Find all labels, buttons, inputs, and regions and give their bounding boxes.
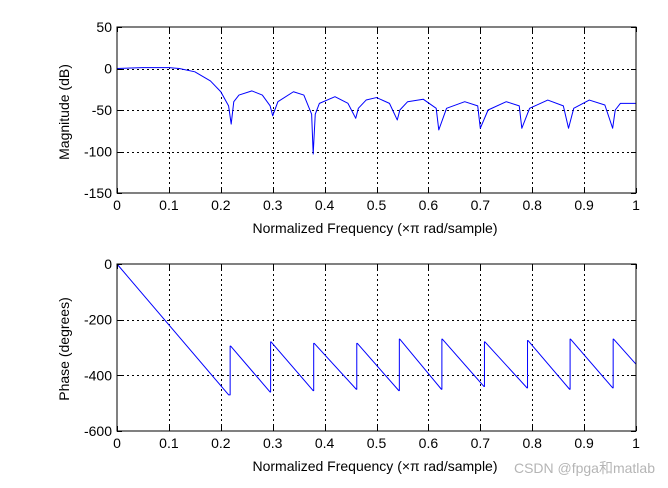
magnitude-x-tick-label: 0.4 [315, 197, 335, 213]
phase-tick-marks [117, 264, 637, 432]
magnitude-x-tick-label: 0 [113, 197, 121, 213]
magnitude-x-axis-label: Normalized Frequency (×π rad/sample) [252, 220, 497, 236]
phase-x-tick-label: 0.2 [211, 435, 231, 451]
phase-x-axis-label: Normalized Frequency (×π rad/sample) [252, 458, 497, 474]
magnitude-x-tick-label: 0.5 [367, 197, 387, 213]
magnitude-plot: 0 0.1 0.2 0.3 0.4 0.5 0.6 0.7 0.8 0.9 1 50 0 -50 -100… [56, 19, 640, 236]
magnitude-x-tick-label: 0.8 [522, 197, 542, 213]
phase-grid [117, 264, 636, 431]
phase-x-tick-label: 0.5 [367, 435, 387, 451]
phase-x-tick-label: 0.8 [522, 435, 542, 451]
phase-x-tick-label: 0 [113, 435, 121, 451]
magnitude-y-tick-labels: 50 0 -50 -100 -150 [84, 19, 112, 201]
phase-x-tick-label: 0.6 [419, 435, 439, 451]
magnitude-x-tick-label: 0.1 [159, 197, 179, 213]
magnitude-y-axis-label: Magnitude (dB) [56, 64, 72, 160]
phase-y-tick-label: -200 [84, 312, 112, 328]
magnitude-y-tick-label: 50 [96, 19, 112, 35]
magnitude-y-tick-label: -50 [92, 102, 112, 118]
phase-line [116, 263, 637, 396]
magnitude-x-tick-label: 0.7 [471, 197, 491, 213]
phase-x-tick-label: 0.7 [471, 435, 491, 451]
phase-x-tick-label: 0.4 [315, 435, 335, 451]
phase-axes-background [117, 264, 636, 431]
magnitude-x-tick-labels: 0 0.1 0.2 0.3 0.4 0.5 0.6 0.7 0.8 0.9 1 [113, 197, 640, 213]
magnitude-series-magnitude [116, 67, 636, 155]
magnitude-x-tick-label: 0.2 [211, 197, 231, 213]
magnitude-x-tick-label: 0.9 [574, 197, 594, 213]
magnitude-grid [117, 27, 636, 193]
phase-x-tick-label: 0.9 [574, 435, 594, 451]
phase-y-tick-label: -400 [84, 367, 112, 383]
magnitude-y-tick-label: 0 [104, 61, 112, 77]
phase-y-tick-labels: 0 -200 -400 -600 [84, 256, 112, 439]
phase-x-tick-labels: 0 0.1 0.2 0.3 0.4 0.5 0.6 0.7 0.8 0.9 1 [113, 435, 640, 451]
magnitude-tick-marks [117, 27, 637, 194]
phase-x-tick-label: 1 [632, 435, 640, 451]
phase-y-tick-label: -600 [84, 423, 112, 439]
phase-series-phase [116, 263, 637, 396]
phase-plot: 0 0.1 0.2 0.3 0.4 0.5 0.6 0.7 0.8 0.9 1 0 -200 -400 -… [56, 256, 640, 474]
watermark: CSDN @fpga和matlab [514, 460, 655, 476]
phase-x-tick-label: 0.1 [159, 435, 179, 451]
magnitude-y-tick-label: -100 [84, 144, 112, 160]
phase-axes-frame [116, 263, 637, 432]
magnitude-line [116, 67, 636, 155]
phase-y-tick-label: 0 [104, 256, 112, 272]
magnitude-y-tick-label: -150 [84, 185, 112, 201]
magnitude-x-tick-label: 0.6 [419, 197, 439, 213]
magnitude-x-tick-label: 0.3 [263, 197, 283, 213]
magnitude-x-tick-label: 1 [632, 197, 640, 213]
phase-x-tick-label: 0.3 [263, 435, 283, 451]
phase-y-axis-label: Phase (degrees) [56, 297, 72, 401]
